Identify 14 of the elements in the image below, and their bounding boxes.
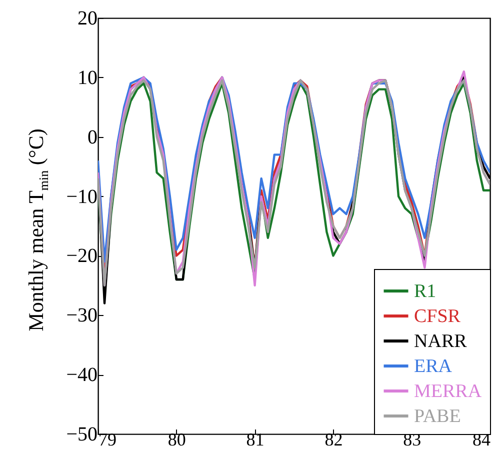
y-tick-label: −40 [66, 364, 98, 386]
y-tick-label: −50 [66, 424, 98, 446]
legend-label: MERRA [414, 381, 482, 402]
legend-label: CFSR [414, 306, 461, 327]
y-tick-label: 0 [88, 126, 98, 148]
y-tick-label: −10 [66, 186, 98, 208]
legend-label: PABE [414, 406, 461, 427]
y-tick-label: 20 [78, 8, 98, 30]
legend-label: NARR [414, 331, 468, 352]
y-tick-label: 10 [78, 66, 98, 89]
y-tick-label: −20 [66, 245, 98, 268]
legend-label: R1 [414, 281, 436, 302]
y-tick-label: −30 [66, 304, 98, 327]
legend-label: ERA [414, 356, 452, 377]
